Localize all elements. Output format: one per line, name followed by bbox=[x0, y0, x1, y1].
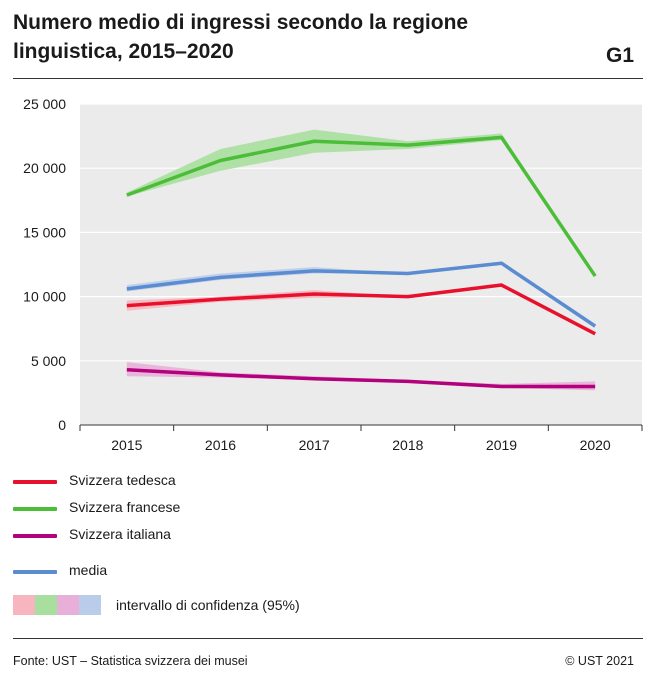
legend-swatch-media bbox=[13, 570, 57, 574]
y-tick-label: 10 000 bbox=[23, 289, 66, 305]
ci-swatch-tedesca bbox=[13, 595, 35, 615]
y-tick-label: 20 000 bbox=[23, 160, 66, 176]
x-tick-label: 2017 bbox=[299, 437, 330, 453]
ci-swatch-media bbox=[79, 595, 101, 615]
series-line-svizzera-francese bbox=[126, 135, 597, 278]
plot-background bbox=[80, 104, 642, 425]
y-tick-label: 5 000 bbox=[31, 353, 66, 369]
chart-code: G1 bbox=[605, 44, 634, 67]
x-tick-label: 2018 bbox=[392, 437, 423, 453]
x-tick-label: 2016 bbox=[205, 437, 236, 453]
confidence-band-svizzera-italiana bbox=[126, 362, 596, 391]
chart-title: Numero medio di ingressi secondo la regi… bbox=[13, 11, 469, 63]
y-tick-label: 15 000 bbox=[23, 224, 66, 240]
y-axis-ticks: 0 5 000 10 000 15 000 20 000 25 000 bbox=[23, 96, 66, 433]
legend-label-svizzera-francese: Svizzera francese bbox=[69, 499, 181, 515]
ci-swatch-francese bbox=[35, 595, 57, 615]
series-lines bbox=[126, 135, 597, 389]
copyright: © UST 2021 bbox=[565, 654, 634, 668]
x-tick-label: 2020 bbox=[580, 437, 611, 453]
legend-swatch-svizzera-francese bbox=[13, 507, 57, 511]
legend-label-confidence-interval: intervallo di confidenza (95%) bbox=[116, 597, 300, 613]
bottom-rule bbox=[13, 638, 643, 639]
confidence-band-svizzera-francese bbox=[126, 129, 596, 277]
ci-swatch-italiana bbox=[57, 595, 79, 615]
legend-label-svizzera-italiana: Svizzera italiana bbox=[69, 526, 171, 542]
y-tick-label: 0 bbox=[58, 417, 66, 433]
x-axis-ticks: 2015 2016 2017 2018 2019 2020 bbox=[79, 424, 643, 453]
x-tick-label: 2019 bbox=[486, 437, 517, 453]
top-rule bbox=[13, 78, 643, 79]
legend-label-svizzera-tedesca: Svizzera tedesca bbox=[69, 472, 176, 488]
y-tick-label: 25 000 bbox=[23, 96, 66, 112]
source-note: Fonte: UST – Statistica svizzera dei mus… bbox=[13, 654, 248, 668]
legend-swatch-svizzera-italiana bbox=[13, 534, 57, 538]
legend-swatch-svizzera-tedesca bbox=[13, 480, 57, 484]
series-line-media bbox=[126, 261, 597, 328]
series-line-svizzera-tedesca bbox=[126, 283, 596, 336]
x-tick-label: 2015 bbox=[111, 437, 142, 453]
series-line-svizzera-italiana bbox=[126, 368, 596, 389]
legend-label-media: media bbox=[69, 562, 108, 578]
